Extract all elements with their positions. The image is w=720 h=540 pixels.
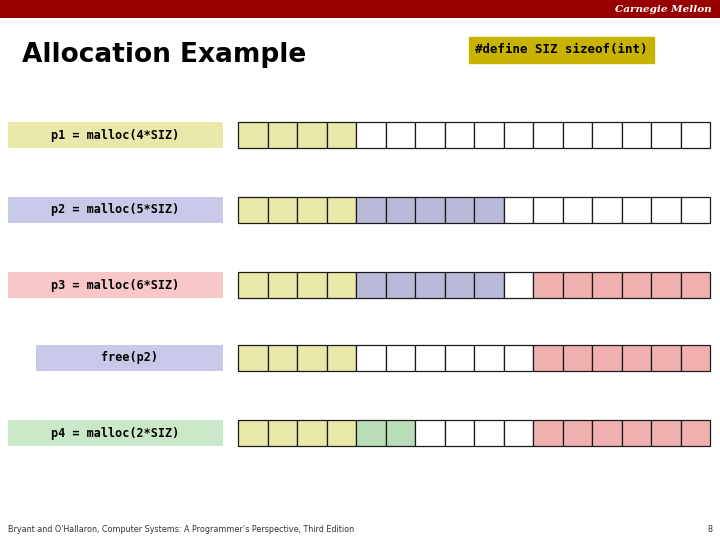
Text: p1 = malloc(4*SIZ): p1 = malloc(4*SIZ) <box>51 129 179 141</box>
Bar <box>474 272 503 298</box>
Bar <box>680 420 710 446</box>
Bar <box>356 122 385 148</box>
Text: Allocation Example: Allocation Example <box>22 42 306 68</box>
Bar <box>356 272 385 298</box>
Bar <box>503 272 533 298</box>
Bar <box>503 345 533 371</box>
Bar <box>592 345 621 371</box>
Bar <box>268 197 297 223</box>
Bar <box>592 122 621 148</box>
Bar <box>385 345 415 371</box>
Bar <box>680 272 710 298</box>
Bar <box>503 122 533 148</box>
Bar <box>356 420 385 446</box>
Bar <box>297 272 326 298</box>
Bar <box>474 420 503 446</box>
Bar <box>533 420 562 446</box>
Bar <box>533 197 562 223</box>
Bar <box>651 345 680 371</box>
Bar <box>651 420 680 446</box>
Bar <box>0 0 720 18</box>
Bar <box>680 197 710 223</box>
Text: p3 = malloc(6*SIZ): p3 = malloc(6*SIZ) <box>51 279 179 292</box>
Text: free(p2): free(p2) <box>101 352 158 365</box>
Bar <box>415 122 444 148</box>
Bar <box>268 420 297 446</box>
Bar <box>238 122 268 148</box>
Bar <box>562 197 592 223</box>
Bar <box>444 420 474 446</box>
Text: Bryant and O'Hallaron, Computer Systems: A Programmer’s Perspective, Third Editi: Bryant and O'Hallaron, Computer Systems:… <box>8 525 354 534</box>
Bar <box>621 122 651 148</box>
Bar <box>592 420 621 446</box>
Bar <box>297 345 326 371</box>
Bar <box>533 272 562 298</box>
Bar <box>503 420 533 446</box>
Text: Carnegie Mellon: Carnegie Mellon <box>616 4 712 14</box>
Text: 8: 8 <box>707 525 712 534</box>
Bar <box>621 345 651 371</box>
Bar <box>592 197 621 223</box>
Bar <box>385 420 415 446</box>
Bar <box>297 197 326 223</box>
Bar <box>562 272 592 298</box>
Bar <box>8 272 223 298</box>
Bar <box>415 272 444 298</box>
Bar <box>415 345 444 371</box>
Bar <box>238 420 268 446</box>
Bar <box>651 272 680 298</box>
Bar <box>326 197 356 223</box>
Bar <box>8 420 223 446</box>
Text: p2 = malloc(5*SIZ): p2 = malloc(5*SIZ) <box>51 204 179 217</box>
Text: p4 = malloc(2*SIZ): p4 = malloc(2*SIZ) <box>51 427 179 440</box>
Bar <box>474 345 503 371</box>
Bar <box>297 122 326 148</box>
Bar <box>651 197 680 223</box>
Bar <box>8 122 223 148</box>
Bar <box>533 122 562 148</box>
Bar <box>268 122 297 148</box>
Bar <box>621 272 651 298</box>
Bar <box>621 420 651 446</box>
Bar <box>238 345 268 371</box>
Bar <box>415 420 444 446</box>
Bar <box>8 197 223 223</box>
Bar <box>238 272 268 298</box>
Bar <box>356 345 385 371</box>
Bar <box>592 272 621 298</box>
Bar <box>268 345 297 371</box>
Bar <box>651 122 680 148</box>
Bar <box>385 272 415 298</box>
Bar <box>444 272 474 298</box>
Bar <box>444 197 474 223</box>
Bar <box>680 345 710 371</box>
Bar <box>326 122 356 148</box>
Bar <box>326 345 356 371</box>
Bar <box>474 197 503 223</box>
Bar <box>621 197 651 223</box>
Bar <box>356 197 385 223</box>
Bar <box>444 345 474 371</box>
Bar <box>474 122 503 148</box>
Text: #define SIZ sizeof(int): #define SIZ sizeof(int) <box>475 44 647 57</box>
Bar <box>562 345 592 371</box>
Bar <box>385 122 415 148</box>
Bar <box>680 122 710 148</box>
Bar <box>297 420 326 446</box>
Bar <box>533 345 562 371</box>
Bar <box>326 420 356 446</box>
Bar <box>444 122 474 148</box>
Bar <box>36 345 223 371</box>
Bar <box>503 197 533 223</box>
Bar <box>385 197 415 223</box>
Bar <box>268 272 297 298</box>
Bar <box>562 420 592 446</box>
Bar <box>238 197 268 223</box>
Bar <box>326 272 356 298</box>
Bar <box>415 197 444 223</box>
Bar <box>562 122 592 148</box>
